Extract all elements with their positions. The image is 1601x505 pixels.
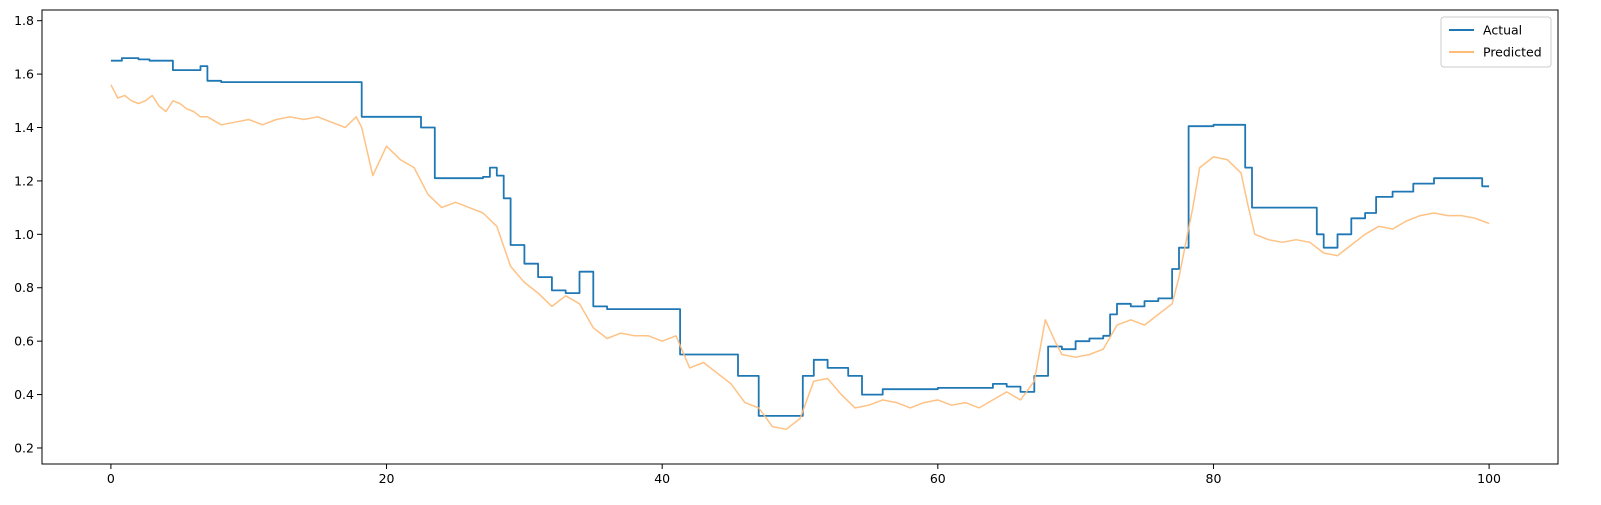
y-tick-label: 0.2: [14, 440, 34, 455]
x-tick-label: 80: [1206, 471, 1222, 486]
y-tick-label: 1.4: [14, 120, 34, 135]
y-tick-label: 1.2: [14, 173, 34, 188]
x-tick-label: 40: [654, 471, 670, 486]
series-layer: [110, 57, 1490, 431]
legend-label-actual: Actual: [1483, 23, 1522, 38]
y-tick-label: 0.6: [14, 334, 34, 349]
x-tick-label: 0: [107, 471, 115, 486]
x-tick-label: 60: [930, 471, 946, 486]
y-tick-label: 1.0: [14, 227, 34, 242]
axes-layer: 0 20 40 60 80 100 0.2 0.4 0.6 0.8 1.0 1.2 1.4 1.6 1.8: [14, 9, 1559, 486]
series-line-predicted: [110, 84, 1490, 431]
plot-frame: [41, 9, 1559, 465]
legend-label-predicted: Predicted: [1483, 45, 1542, 60]
y-tick-label: 0.8: [14, 280, 34, 295]
series-line-actual: [110, 57, 1490, 417]
x-tick-label: 100: [1477, 471, 1501, 486]
chart-legend: Actual Predicted: [1440, 16, 1552, 68]
x-tick-label: 20: [379, 471, 395, 486]
y-tick-label: 1.8: [14, 13, 34, 28]
y-tick-label: 1.6: [14, 67, 34, 82]
y-tick-label: 0.4: [14, 387, 34, 402]
